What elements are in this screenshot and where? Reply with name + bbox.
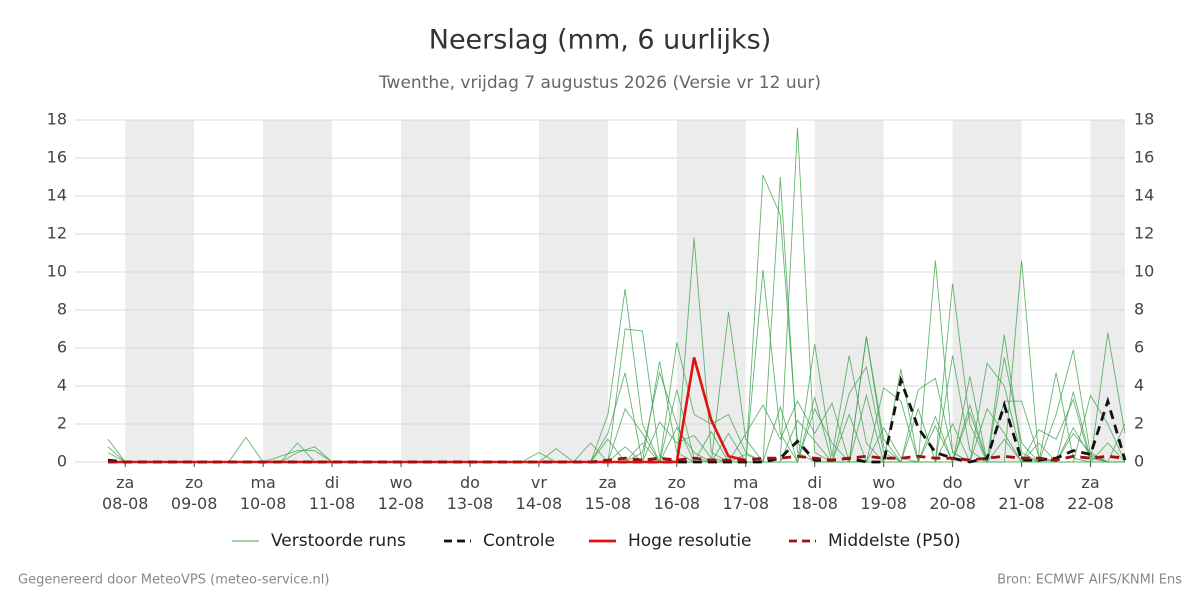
y2-tick-label: 4 [1134,376,1144,395]
x-tick-label: vr 14-08 [516,473,563,513]
x-tick-label: di 11-08 [309,473,356,513]
y2-tick-label: 12 [1134,224,1154,243]
y2-tick-label: 6 [1134,338,1144,357]
y-tick-label: 14 [47,186,67,205]
day-band [676,120,746,462]
footer-right: Bron: ECMWF AIFS/KNMI Ens [997,573,1182,588]
y-tick-label: 2 [57,414,67,433]
y-tick-label: 0 [57,452,67,471]
chart-subtitle: Twenthe, vrijdag 7 augustus 2026 (Versie… [378,73,821,93]
background [75,119,1125,463]
y2-tick-label: 18 [1134,110,1154,129]
day-band [263,120,333,462]
day-band [814,120,884,462]
x-tick-label: zo 16-08 [654,473,701,513]
y-tick-label: 6 [57,338,67,357]
x-tick-label: zo 09-08 [171,473,218,513]
x-tick-label: di 18-08 [791,473,838,513]
y-tick-label: 18 [47,110,67,129]
y2-tick-label: 0 [1134,452,1144,471]
day-band [538,120,608,462]
y-tick-label: 10 [47,262,67,281]
chart-title: Neerslag (mm, 6 uurlijks) [429,25,771,56]
x-tick-label: ma 10-08 [240,473,287,513]
x-tick-label: do 20-08 [929,473,976,513]
legend-label: Hoge resolutie [628,531,752,551]
x-tick-label: wo 19-08 [860,473,907,513]
y2-tick-label: 2 [1134,414,1144,433]
x-tick-label: do 13-08 [447,473,494,513]
x-tick-label: za 15-08 [585,473,632,513]
y2-tick-label: 8 [1134,300,1144,319]
day-band [401,120,470,462]
y-tick-label: 8 [57,300,67,319]
day-band [125,120,195,462]
y-tick-label: 4 [57,376,67,395]
x-tick-label: za 22-08 [1067,473,1114,513]
y2-tick-label: 10 [1134,262,1154,281]
x-tick-label: vr 21-08 [998,473,1045,513]
legend-label: Verstoorde runs [271,531,406,551]
y2-tick-label: 16 [1134,148,1154,167]
legend-label: Controle [483,531,555,551]
legend-label: Middelste (P50) [828,531,961,551]
y-tick-label: 16 [47,148,67,167]
x-tick-label: ma 17-08 [723,473,770,513]
x-tick-label: wo 12-08 [378,473,425,513]
series-line [108,454,1126,464]
y-tick-label: 12 [47,224,67,243]
day-band [1090,120,1125,462]
footer-left: Gegenereerd door MeteoVPS (meteo-service… [18,573,329,588]
y2-tick-label: 14 [1134,186,1154,205]
x-tick-label: za 08-08 [102,473,149,513]
